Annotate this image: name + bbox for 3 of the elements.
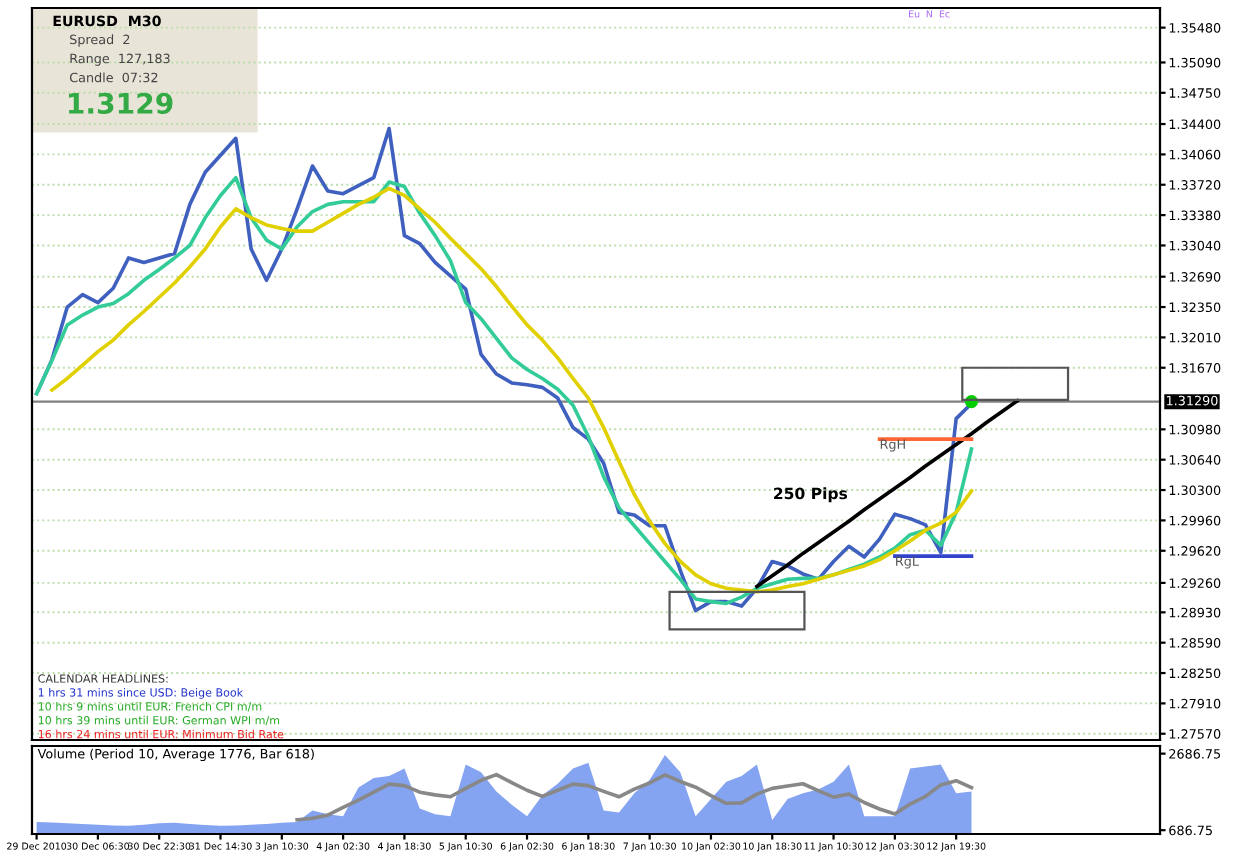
line-series [295, 772, 974, 822]
line-series [755, 398, 1020, 589]
annotation: 1.3129 [69, 92, 173, 114]
